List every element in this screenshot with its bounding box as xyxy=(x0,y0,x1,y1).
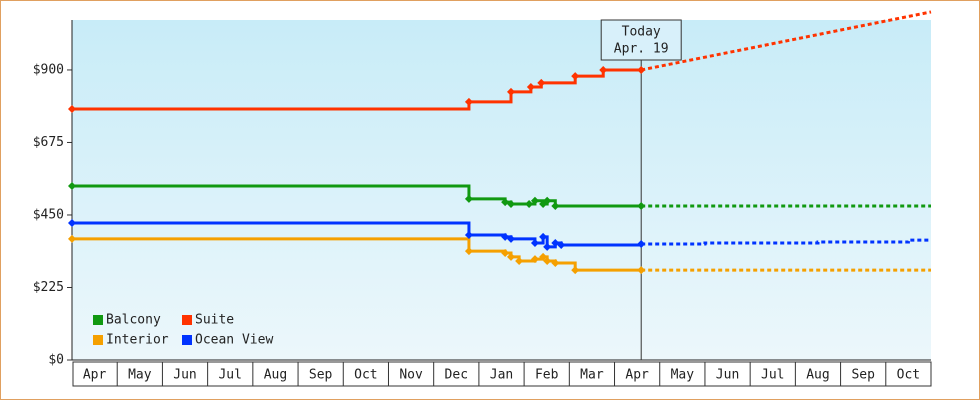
legend-label: Interior xyxy=(106,333,169,348)
price-point xyxy=(515,257,524,266)
legend-swatch xyxy=(93,335,103,345)
legend-label: Ocean View xyxy=(195,333,273,348)
x-tick-label: Apr xyxy=(83,368,107,383)
x-tick-label: Aug xyxy=(806,368,829,383)
price-point xyxy=(68,104,76,113)
today-label: Today xyxy=(622,25,661,40)
y-tick-label: $900 xyxy=(33,62,64,77)
price-point xyxy=(526,83,535,92)
price-point xyxy=(599,65,608,74)
price-point xyxy=(539,252,548,261)
x-tick-label: Jan xyxy=(490,368,513,383)
legend-label: Balcony xyxy=(106,313,161,328)
price-point xyxy=(525,200,534,209)
price-point xyxy=(506,200,515,209)
price-point xyxy=(637,65,646,74)
price-point xyxy=(537,78,546,87)
price-point xyxy=(464,194,473,203)
x-tick-label: Jul xyxy=(218,368,241,383)
today-box xyxy=(600,19,682,61)
price-point xyxy=(530,255,539,264)
legend-swatch xyxy=(93,315,103,325)
price-point xyxy=(543,242,552,251)
forecast-line xyxy=(640,10,932,72)
x-tick-label: Mar xyxy=(580,368,604,383)
price-point xyxy=(501,249,510,258)
price-point xyxy=(68,219,76,228)
price-point xyxy=(571,266,580,275)
x-tick-label: Apr xyxy=(625,368,649,383)
price-point xyxy=(506,234,515,243)
price-point xyxy=(551,201,560,210)
price-point xyxy=(68,181,76,190)
x-tick-label: Jul xyxy=(761,368,784,383)
x-tick-label: May xyxy=(128,368,152,383)
price-point xyxy=(637,266,646,275)
price-point xyxy=(464,97,473,106)
x-tick-label: Feb xyxy=(535,368,559,383)
x-tick-label: Jun xyxy=(173,368,196,383)
price-point xyxy=(637,201,646,210)
x-tick-label: Oct xyxy=(897,368,920,383)
price-point xyxy=(557,240,566,249)
legend-swatch xyxy=(182,335,192,345)
x-tick-label: Dec xyxy=(445,368,468,383)
today-date: Apr. 19 xyxy=(614,42,669,57)
x-tick-label: May xyxy=(671,368,695,383)
price-point xyxy=(543,257,552,266)
price-point xyxy=(68,234,76,243)
x-tick-label: Nov xyxy=(399,368,423,383)
price-point xyxy=(464,230,473,239)
x-tick-label: Jun xyxy=(716,368,739,383)
x-tick-label: Sep xyxy=(851,368,875,383)
price-point xyxy=(506,252,515,261)
legend-swatch xyxy=(182,315,192,325)
price-point xyxy=(506,87,515,96)
x-axis-band xyxy=(72,361,932,387)
price-point xyxy=(637,239,646,248)
y-tick-label: $0 xyxy=(48,353,64,368)
y-tick-label: $675 xyxy=(33,135,64,150)
x-tick-label: Sep xyxy=(309,368,333,383)
x-tick-label: Oct xyxy=(354,368,377,383)
price-point xyxy=(571,72,580,81)
price-point xyxy=(551,258,560,267)
price-point xyxy=(539,232,548,241)
price-line xyxy=(72,68,642,111)
legend-label: Suite xyxy=(195,313,234,328)
price-point xyxy=(530,239,539,248)
y-tick-label: $450 xyxy=(33,207,64,222)
forecast-line xyxy=(641,238,931,246)
y-tick-label: $225 xyxy=(33,280,64,295)
price-point xyxy=(464,247,473,256)
price-point xyxy=(530,196,539,205)
plot-area xyxy=(72,20,931,360)
x-tick-label: Aug xyxy=(264,368,287,383)
price-point xyxy=(543,196,552,205)
